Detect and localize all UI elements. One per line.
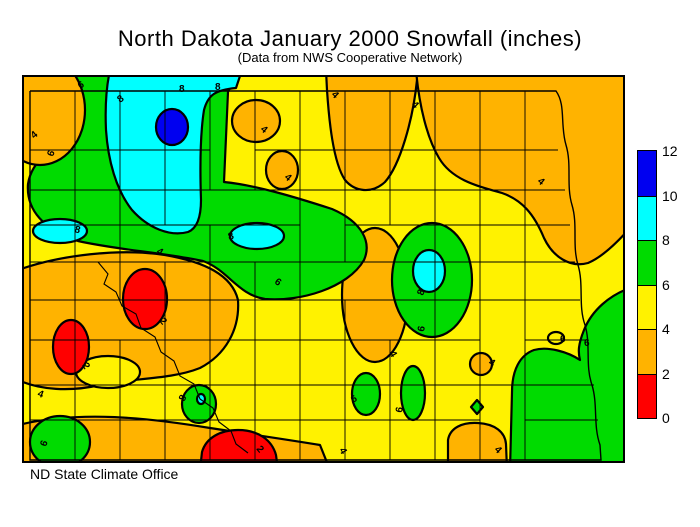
legend-tick-label: 2: [662, 365, 670, 382]
contour-region-2to4-northwest-corner: [22, 75, 87, 167]
contour-label: 4: [535, 176, 547, 188]
contour-label: 6: [38, 439, 50, 448]
contour-label: 8: [73, 224, 82, 236]
missouri-river-line: [97, 261, 249, 454]
contour-region-2to4-southeast-bottom: [446, 421, 508, 463]
legend-tick-label: 4: [662, 321, 670, 337]
legend-segment-8-10: [638, 195, 656, 240]
contour-label: 6: [394, 406, 406, 414]
legend-segment-2-4: [638, 329, 656, 374]
contour-label: 2: [254, 444, 266, 456]
contour-label: 6: [45, 149, 57, 158]
contour-label: 6: [560, 334, 566, 345]
contour-label: 8: [227, 231, 236, 243]
legend-segment-6-8: [638, 240, 656, 285]
contour-label: 8: [415, 288, 427, 297]
contour-label: 6: [416, 325, 428, 333]
contour-label: 2: [79, 361, 92, 372]
legend-tick-label: 12: [662, 143, 678, 159]
contour-label: 4: [487, 357, 498, 370]
contour-label: 6: [76, 79, 87, 92]
legend-segment-0-2: [638, 373, 656, 418]
contour-region-8to10-north: [104, 75, 242, 235]
map-frame: [22, 75, 625, 463]
legend-tick-label: 6: [662, 276, 670, 293]
contour-label: 8: [179, 84, 185, 95]
contour-region-8to10-pocket-central: [228, 221, 286, 251]
contour-label: 4: [155, 246, 166, 259]
contour-region-4to6-tiny-pocket: [546, 330, 566, 346]
legend-segment-10-12: [638, 151, 656, 196]
legend-tick-label: 10: [662, 187, 678, 204]
legend-segment-4-6: [638, 284, 656, 329]
contour-region-8to10-east-central: [411, 248, 447, 294]
contour-region-0to2-west-1: [121, 267, 169, 331]
contour-label: 4: [258, 124, 270, 136]
contour-label: 8: [115, 93, 126, 105]
contour-label: 8: [215, 82, 221, 93]
contour-region-2to4-north-small-1: [230, 98, 282, 144]
contour-label: 6: [584, 338, 590, 349]
contour-label: 8: [177, 393, 190, 404]
contour-region-6to8-south-small-3: [350, 371, 382, 417]
contour-region-0to2-west-2: [51, 318, 91, 376]
contour-label: 6: [349, 393, 360, 406]
legend-tick-label: 8: [662, 232, 670, 248]
contour-label: 6: [272, 276, 283, 288]
state-border: [29, 90, 602, 461]
legend-colorbar: [637, 150, 657, 419]
contour-region-2to4-southeast-small: [468, 351, 494, 377]
contour-label: 2: [157, 316, 169, 328]
contour-region-10to12-north: [154, 107, 190, 147]
contour-label: 4: [336, 446, 349, 457]
legend-tick-label: 0: [662, 410, 670, 426]
contour-label: 4: [282, 172, 294, 184]
contour-label: 4: [29, 129, 41, 141]
county-boundaries: [30, 91, 598, 460]
page-subtitle: (Data from NWS Cooperative Network): [237, 50, 463, 65]
page-title: North Dakota January 2000 Snowfall (inch…: [117, 26, 583, 51]
contour-region-2to4-northeast: [415, 75, 625, 266]
contour-label: 4: [36, 388, 45, 400]
contour-label: 4: [386, 349, 399, 360]
credit-text: ND State Climate Office: [30, 466, 179, 482]
contour-region-2to4-north-small-2: [264, 149, 300, 191]
